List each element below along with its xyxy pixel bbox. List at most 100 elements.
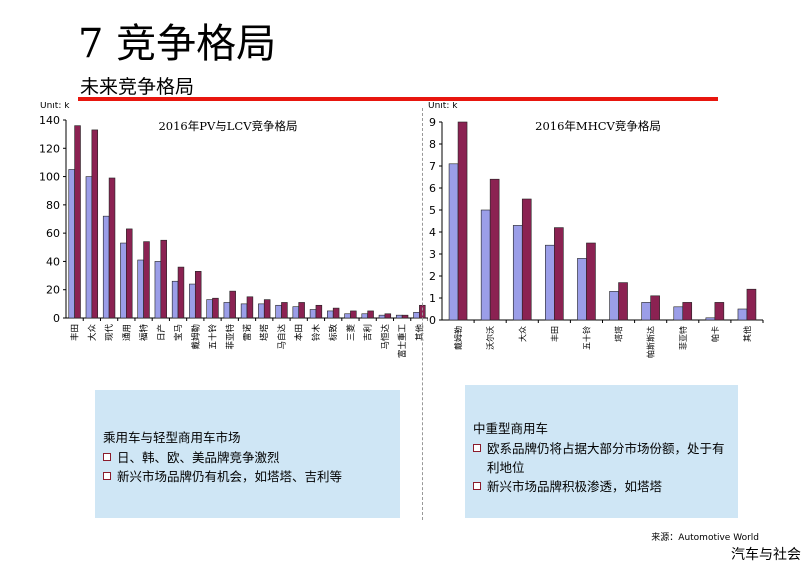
chart-divider [422,108,423,520]
mhcv-bar-a [641,302,651,321]
mhcv-y-tick-label: 5 [429,204,436,217]
mhcv-y-tick-label: 1 [429,292,436,305]
pv-lcv-bar-b [74,125,81,319]
pv-lcv-y-tick-label: 140 [39,114,60,127]
pv-lcv-bar-b [108,177,116,319]
pv-lcv-chart-title: 2016年PV与LCV竞争格局 [158,119,297,133]
mhcv-y-tick-label: 2 [429,270,436,283]
pv-lcv-bar-a [102,215,110,319]
pv-lcv-bar-a [240,303,248,319]
pv-lcv-y-tick-label: 0 [53,312,60,325]
mhcv-bar-b [521,198,532,321]
mhcv-bullet-2: 新兴市场品牌积极渗透，如塔塔 [473,477,730,496]
pv-lcv-bar-a [68,169,75,319]
pv-lcv-category-label: 其他 [414,324,425,342]
mhcv-y-tick-label: 4 [429,226,436,239]
pv-lcv-chart: Unit: k 2016年PV与LCV竞争格局 0 20 40 60 80 100 120 140… [38,102,428,372]
pv-lcv-bar-b [332,307,340,319]
pv-lcv-unit-label: Unit: k [40,102,70,111]
mhcv-category-label: 塔塔 [614,326,624,342]
mhcv-category-label: 帕卡 [710,326,720,342]
mhcv-chart-svg: Unit: k 2016年MHCV竞争格局 0 1 2 3 4 5 6 7 8 9 戴姆勒 沃尔沃 大众 丰田… [428,102,764,358]
mhcv-bar-b [714,302,725,321]
mhcv-info-box: 中重型商用车 欧系品牌仍将占据大部分市场份额，处于有利地位 新兴市场品牌积极渗透… [465,385,738,518]
mhcv-bar-a [705,317,716,321]
mhcv-bar-b [554,227,564,321]
mhcv-bar-a [448,163,459,321]
pv-lcv-bar-a [327,310,334,319]
pv-lcv-bar-b [229,290,236,319]
mhcv-unit-label: Unit: k [428,102,458,111]
pv-lcv-category-label: 富士重工 [397,324,408,359]
slide-title: 7 竞争格局 [78,21,277,67]
pv-lcv-bar-b [143,241,150,319]
pv-lcv-bar-a [378,314,386,319]
mhcv-box-heading: 中重型商用车 [473,421,549,436]
pv-lcv-bar-b [401,314,409,319]
bullet-square-icon [473,444,481,452]
pv-lcv-box-heading: 乘用车与轻型商用车市场 [103,430,241,445]
mhcv-bar-a [512,225,523,321]
pv-lcv-bar-b [212,297,219,319]
source-note: 来源：Automotive World [651,533,759,543]
mhcv-y-tick-label: 8 [429,138,436,151]
pv-lcv-bar-b [246,296,254,319]
pv-lcv-bar-a [189,283,196,319]
mhcv-bar-b [586,242,596,321]
pv-lcv-bar-b [367,310,374,319]
pv-lcv-bar-b [298,302,305,319]
mhcv-bar-b [746,288,757,321]
mhcv-bar-a [577,258,587,321]
slide-subtitle: 未来竞争格局 [80,76,195,98]
pv-lcv-bar-b [126,228,133,319]
pv-lcv-y-tick-label: 100 [39,171,60,184]
pv-lcv-category-label: 戴姆勒 [190,324,201,350]
bullet-square-icon [103,472,111,480]
pv-lcv-category-label: 现代 [104,324,115,342]
mhcv-y-tick-label: 9 [429,116,436,129]
mhcv-chart: Unit: k 2016年MHCV竞争格局 0 1 2 3 4 5 6 7 8 9 戴姆勒 沃尔沃 大众 丰田… [428,102,768,372]
bullet-square-icon [103,453,111,461]
pv-lcv-bar-b [91,129,99,319]
pv-lcv-y-tick-label: 120 [39,142,60,155]
pv-lcv-category-label: 日产 [156,324,167,341]
mhcv-bar-b [650,295,660,321]
pv-lcv-category-label: 铃木 [311,324,322,342]
mhcv-category-label: 菲亚特 [678,326,688,350]
pv-lcv-category-label: 福特 [139,324,150,342]
pv-lcv-category-label: 塔塔 [259,324,270,342]
pv-lcv-category-label: 标致 [328,324,339,342]
pv-lcv-bar-b [194,271,202,319]
mhcv-category-label: 其他 [742,326,752,342]
pv-lcv-bar-b [263,299,271,319]
pv-lcv-category-label: 吉利 [363,324,374,341]
mhcv-y-tick-label: 3 [429,248,436,261]
pv-lcv-category-label: 丰田 [70,324,81,341]
pv-lcv-bullet-2: 新兴市场品牌仍有机会，如塔塔、吉利等 [103,467,392,486]
pv-lcv-bar-a [395,314,403,319]
pv-lcv-bar-b [384,313,392,319]
pv-lcv-bar-a [413,312,420,319]
mhcv-bar-a [480,209,491,321]
pv-lcv-bar-a [275,304,282,319]
mhcv-category-label: 帕斯斯达 [646,326,656,358]
pv-lcv-bar-a [171,280,179,319]
pv-lcv-bar-b [350,310,357,319]
mhcv-y-tick-label: 0 [429,314,436,327]
pv-lcv-y-tick-label: 80 [46,199,60,212]
pv-lcv-bar-a [137,259,144,319]
mhcv-category-label: 大众 [517,326,527,342]
pv-lcv-chart-svg: Unit: k 2016年PV与LCV竞争格局 0 20 40 60 80 100 120 140… [39,102,428,359]
pv-lcv-bar-b [315,304,323,319]
mhcv-y-tick-label: 7 [429,160,436,173]
pv-lcv-category-label: 本田 [294,324,305,341]
pv-lcv-bullet-1: 日、韩、欧、美品牌竞争激烈 [103,448,392,467]
mhcv-category-label: 沃尔沃 [485,326,495,350]
pv-lcv-category-label: 马自达 [276,324,287,350]
pv-lcv-bar-a [258,303,265,319]
pv-lcv-category-label: 三菱 [345,324,356,342]
watermark: 汽车与社会 [731,547,801,563]
mhcv-category-label: 丰田 [549,326,559,342]
bullet-square-icon [473,482,481,490]
pv-lcv-category-label: 大众 [87,324,98,342]
